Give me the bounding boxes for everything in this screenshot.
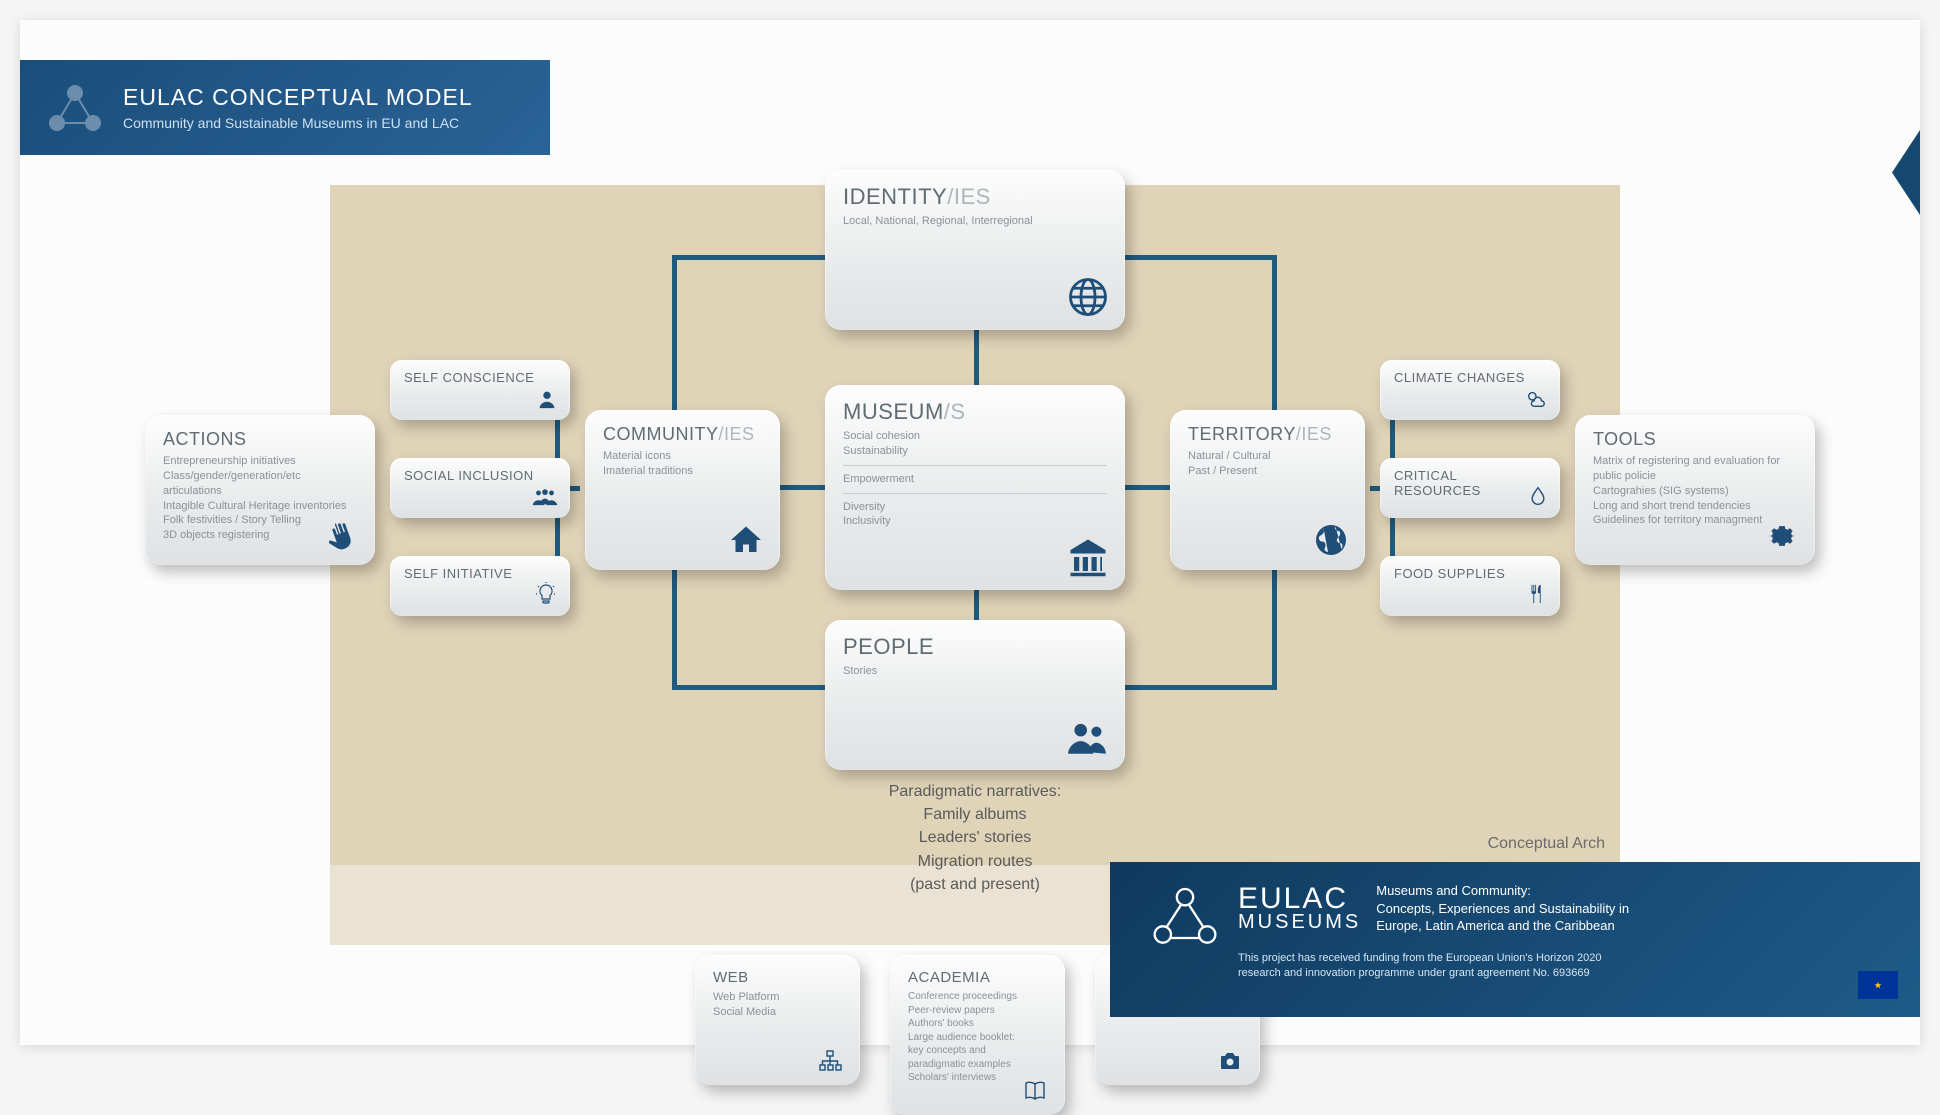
conceptual-arch-label: Conceptual Arch — [1488, 835, 1605, 853]
globe-icon — [1067, 276, 1109, 318]
social-inclusion-card: SOCIAL INCLUSION — [390, 458, 570, 518]
eulac-logo-icon — [45, 78, 105, 138]
header-subtitle: Community and Sustainable Museums in EU … — [123, 115, 473, 131]
weather-icon — [1524, 388, 1548, 410]
resources-title: CRITICAL RESOURCES — [1394, 468, 1546, 498]
community-title: COMMUNITY — [603, 424, 719, 444]
museum-g2: Empowerment — [843, 472, 1107, 487]
climate-card: CLIMATE CHANGES — [1380, 360, 1560, 420]
eu-flag-icon: ⋆ — [1858, 971, 1898, 999]
home-icon — [728, 522, 764, 558]
tools-card: TOOLS Matrix of registering and evaluati… — [1575, 415, 1815, 565]
identity-items: Local, National, Regional, Interregional — [843, 214, 1107, 229]
footer-brand-bottom: MUSEUMS — [1238, 913, 1361, 932]
footer-ribbon: EULAC MUSEUMS Museums and Community: Con… — [1110, 862, 1920, 1017]
community-card: COMMUNITY/IES Material icons Imaterial t… — [585, 410, 780, 570]
museum-card: MUSEUM/S Social cohesion Sustainability … — [825, 385, 1125, 590]
camera-icon — [1216, 1049, 1244, 1073]
identity-suffix: /IES — [947, 184, 991, 209]
earth-icon — [1313, 522, 1349, 558]
people-title: PEOPLE — [843, 634, 1107, 660]
people-icon — [1065, 718, 1109, 758]
corner-tag — [1892, 130, 1920, 215]
academia-title: ACADEMIA — [908, 969, 1047, 986]
territory-items: Natural / Cultural Past / Present — [1188, 449, 1347, 479]
territory-title: TERRITORY — [1188, 424, 1296, 444]
identity-title: IDENTITY — [843, 184, 947, 209]
academia-items: Conference proceedings Peer-review paper… — [908, 990, 1047, 1085]
person-icon — [536, 388, 558, 410]
museum-title: MUSEUM — [843, 399, 944, 424]
tools-items: Matrix of registering and evaluation for… — [1593, 454, 1797, 528]
food-title: FOOD SUPPLIES — [1394, 566, 1546, 581]
identity-card: IDENTITY/IES Local, National, Regional, … — [825, 170, 1125, 330]
droplet-icon — [1528, 484, 1548, 508]
museum-suffix: /S — [944, 399, 966, 424]
gear-icon — [1765, 519, 1799, 553]
hand-icon — [325, 519, 359, 553]
eulac-footer-logo-icon — [1150, 882, 1220, 952]
web-items: Web Platform Social Media — [713, 990, 842, 1020]
self-conscience-title: SELF CONSCIENCE — [404, 370, 556, 385]
lightbulb-icon — [534, 582, 558, 606]
tools-title: TOOLS — [1593, 429, 1797, 450]
museum-icon — [1067, 536, 1109, 578]
header-eulac: EULAC — [123, 84, 205, 110]
header-ribbon: EULAC CONCEPTUAL MODEL Community and Sus… — [20, 60, 550, 155]
academia-card: ACADEMIA Conference proceedings Peer-rev… — [890, 955, 1065, 1115]
sitemap-icon — [816, 1049, 844, 1073]
footer-tagline: Museums and Community: Concepts, Experie… — [1376, 882, 1629, 935]
community-suffix: /IES — [719, 424, 755, 444]
territory-suffix: /IES — [1296, 424, 1332, 444]
header-title: CONCEPTUAL MODEL — [212, 84, 473, 110]
footer-funding: This project has received funding from t… — [1238, 951, 1890, 982]
food-card: FOOD SUPPLIES — [1380, 556, 1560, 616]
people-items: Stories — [843, 664, 1107, 679]
social-inclusion-title: SOCIAL INCLUSION — [404, 468, 556, 483]
climate-title: CLIMATE CHANGES — [1394, 370, 1546, 385]
page-frame: EULAC CONCEPTUAL MODEL Community and Sus… — [20, 20, 1920, 1045]
actions-card: ACTIONS Entrepreneurship initiatives Cla… — [145, 415, 375, 565]
footer-brand-top: EULAC — [1238, 885, 1361, 914]
museum-g1: Social cohesion Sustainability — [843, 429, 1107, 459]
people-card: PEOPLE Stories — [825, 620, 1125, 770]
web-card: WEB Web Platform Social Media — [695, 955, 860, 1085]
self-initiative-title: SELF INITIATIVE — [404, 566, 556, 581]
self-conscience-card: SELF CONSCIENCE — [390, 360, 570, 420]
territory-card: TERRITORY/IES Natural / Cultural Past / … — [1170, 410, 1365, 570]
narratives-text: Paradigmatic narratives: Family albums L… — [825, 780, 1125, 896]
resources-card: CRITICAL RESOURCES — [1380, 458, 1560, 518]
group-icon — [532, 486, 558, 508]
web-title: WEB — [713, 969, 842, 986]
book-icon — [1021, 1079, 1049, 1103]
museum-g3: Diversity Inclusivity — [843, 500, 1107, 530]
cutlery-icon — [1526, 582, 1548, 606]
community-items: Material icons Imaterial traditions — [603, 449, 762, 479]
connector — [974, 330, 979, 385]
self-initiative-card: SELF INITIATIVE — [390, 556, 570, 616]
actions-title: ACTIONS — [163, 429, 357, 450]
